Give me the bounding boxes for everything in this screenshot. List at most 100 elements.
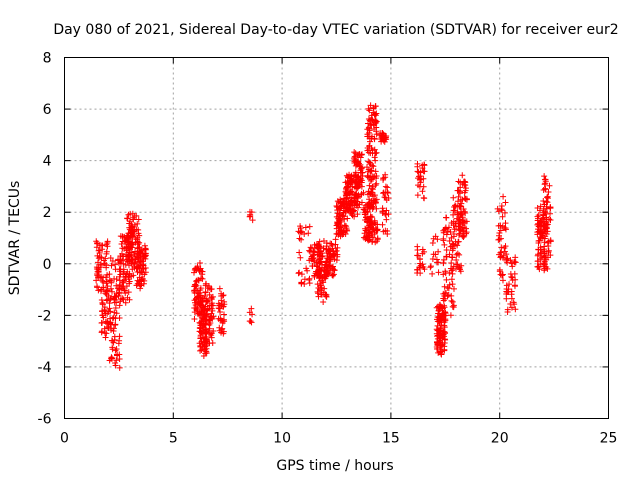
data-point	[333, 202, 340, 209]
data-point	[512, 254, 519, 261]
data-point	[370, 225, 377, 232]
data-point	[341, 222, 348, 229]
data-point	[496, 266, 503, 273]
data-point	[510, 299, 517, 306]
data-point	[448, 259, 455, 266]
data-point	[416, 176, 423, 183]
data-point	[358, 165, 365, 172]
data-point	[298, 236, 305, 243]
data-point	[99, 319, 106, 326]
data-point	[451, 242, 458, 249]
data-point	[99, 312, 106, 319]
data-point	[450, 218, 457, 225]
data-point	[204, 298, 211, 305]
data-point	[455, 178, 462, 185]
data-point	[216, 324, 223, 331]
data-point	[195, 277, 202, 284]
data-point	[303, 265, 310, 272]
data-point	[427, 263, 434, 270]
data-point	[356, 178, 363, 185]
data-point	[96, 247, 103, 254]
data-point	[502, 220, 509, 227]
data-point	[310, 248, 317, 255]
data-point	[205, 317, 212, 324]
data-point	[455, 238, 462, 245]
data-point	[373, 118, 380, 125]
data-point	[414, 192, 421, 199]
data-point	[351, 149, 358, 156]
data-point	[345, 174, 352, 181]
data-point	[372, 200, 379, 207]
data-point	[103, 297, 110, 304]
data-point	[103, 250, 110, 257]
data-point	[366, 107, 373, 114]
data-point	[451, 204, 458, 211]
data-point	[130, 241, 137, 248]
data-point	[372, 182, 379, 189]
data-point	[507, 271, 514, 278]
data-point	[102, 274, 109, 281]
data-point	[455, 187, 462, 194]
data-point	[446, 269, 453, 276]
data-point	[332, 241, 339, 248]
data-point	[115, 260, 122, 267]
data-point	[452, 265, 459, 272]
data-point	[113, 357, 120, 364]
data-point	[508, 288, 515, 295]
data-point	[383, 207, 390, 214]
data-point	[193, 265, 200, 272]
data-point	[455, 198, 462, 205]
data-point	[220, 311, 227, 318]
data-point	[246, 309, 253, 316]
data-point	[344, 185, 351, 192]
data-point	[202, 321, 209, 328]
data-point	[314, 281, 321, 288]
data-point	[373, 172, 380, 179]
data-point	[435, 248, 442, 255]
data-point	[131, 252, 138, 259]
data-point	[371, 154, 378, 161]
data-point	[118, 241, 125, 248]
y-axis-title: SDTVAR / TECUs	[7, 181, 23, 296]
data-point	[455, 226, 462, 233]
data-point	[352, 171, 359, 178]
data-point	[369, 221, 376, 228]
data-point	[125, 289, 132, 296]
data-point	[333, 247, 340, 254]
data-point	[534, 204, 541, 211]
data-point	[325, 262, 332, 269]
data-point	[439, 305, 446, 312]
data-point	[308, 253, 315, 260]
data-point	[135, 241, 142, 248]
data-point	[448, 254, 455, 261]
data-point	[306, 275, 313, 282]
data-point	[455, 193, 462, 200]
data-point	[541, 226, 548, 233]
data-point	[206, 330, 213, 337]
data-point	[461, 189, 468, 196]
data-point	[429, 270, 436, 277]
data-point	[106, 271, 113, 278]
data-point	[435, 303, 442, 310]
data-point	[216, 285, 223, 292]
data-point	[441, 290, 448, 297]
data-point	[106, 300, 113, 307]
data-point	[369, 186, 376, 193]
data-point	[118, 250, 125, 257]
data-point	[337, 205, 344, 212]
data-point	[307, 244, 314, 251]
data-point	[207, 313, 214, 320]
data-point	[369, 238, 376, 245]
data-point	[249, 217, 256, 224]
x-tick-labels: 0 5 10 15 20 25	[60, 431, 617, 447]
x-tick-label: 5	[169, 431, 178, 447]
data-point	[126, 278, 133, 285]
x-tick-label: 15	[382, 431, 400, 447]
data-point	[333, 225, 340, 232]
data-point	[547, 216, 554, 223]
data-point	[125, 211, 132, 218]
data-point	[193, 306, 200, 313]
y-tick-label: 0	[43, 257, 52, 273]
data-point	[371, 136, 378, 143]
data-point	[364, 133, 371, 140]
